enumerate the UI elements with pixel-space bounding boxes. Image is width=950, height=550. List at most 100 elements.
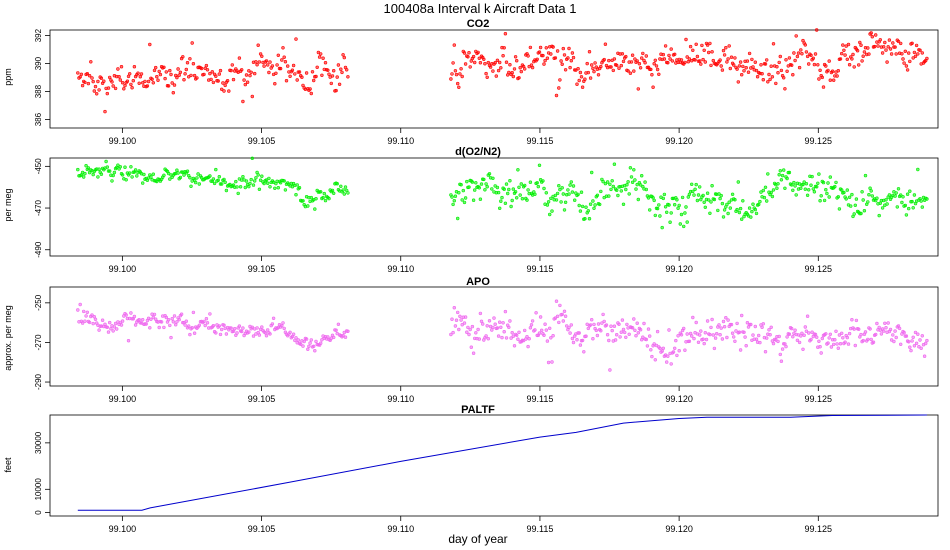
co2-data-point: [169, 72, 173, 77]
apo-data-point: [653, 358, 657, 362]
apo-data-point: [301, 344, 305, 348]
apo-data-point: [801, 347, 805, 351]
co2-data-point: [117, 74, 121, 79]
o2n2-x-tick-label: 99.125: [805, 264, 833, 274]
o2n2-x-tick-label: 99.100: [109, 264, 137, 274]
co2-data-point: [687, 57, 692, 61]
co2-data-point: [835, 74, 839, 78]
o2n2-data-point: [817, 172, 821, 176]
o2n2-data-point: [243, 185, 248, 190]
co2-data-point: [451, 61, 455, 65]
o2n2-data-point: [282, 179, 286, 183]
co2-data-point: [260, 54, 264, 58]
co2-data-point: [90, 76, 94, 80]
o2n2-data-point: [473, 188, 477, 192]
o2n2-data-point: [151, 172, 156, 176]
o2n2-data-point: [502, 187, 506, 191]
o2n2-data-point: [852, 212, 856, 216]
co2-data-point: [323, 60, 328, 65]
apo-data-point: [100, 318, 105, 322]
o2n2-data-point: [751, 202, 755, 206]
apo-data-point: [466, 325, 470, 330]
apo-data-point: [742, 330, 746, 334]
o2n2-data-point: [241, 175, 245, 179]
apo-x-tick-label: 99.110: [387, 394, 414, 404]
o2n2-data-point: [327, 196, 331, 201]
o2n2-data-point: [342, 192, 346, 196]
co2-data-point: [741, 64, 745, 69]
apo-data-point: [577, 331, 581, 335]
apo-data-point: [866, 337, 870, 342]
apo-data-point: [902, 330, 906, 335]
apo-data-point: [918, 338, 922, 342]
o2n2-data-point: [217, 175, 222, 179]
apo-data-point: [312, 344, 316, 348]
o2n2-data-point: [135, 174, 139, 178]
o2n2-data-point: [490, 187, 494, 191]
apo-data-point: [710, 317, 714, 322]
apo-data-point: [634, 334, 638, 338]
apo-data-point: [891, 333, 895, 337]
co2-data-point: [701, 57, 705, 62]
apo-data-point: [676, 334, 680, 338]
o2n2-data-point: [785, 176, 789, 181]
o2n2-data-point: [541, 179, 545, 183]
o2n2-data-point: [860, 190, 864, 194]
co2-data-point: [824, 64, 828, 68]
o2n2-x-tick-label: 99.105: [248, 264, 276, 274]
co2-data-point: [817, 77, 821, 81]
panel-paltf: PALTF feet 99.100 99.105 99.110 99.115 99.12…: [3, 404, 939, 534]
apo-data-point: [222, 323, 226, 327]
o2n2-data-point: [885, 202, 889, 206]
co2-data-point: [855, 48, 860, 53]
apo-data-point: [783, 342, 787, 346]
co2-data-point: [304, 71, 309, 75]
o2n2-data-point: [793, 184, 797, 188]
co2-data-point: [163, 76, 167, 81]
co2-data-point: [291, 63, 296, 68]
apo-data-point: [538, 315, 543, 319]
o2n2-data-point: [321, 195, 325, 200]
apo-data-point: [553, 316, 558, 320]
co2-data-point: [776, 70, 780, 75]
apo-data-point: [925, 338, 929, 343]
o2n2-data-point: [837, 207, 842, 211]
apo-data-point: [720, 337, 725, 341]
o2n2-data-point: [124, 178, 128, 182]
apo-data-point: [584, 334, 588, 338]
co2-data-point: [332, 68, 336, 73]
o2n2-data-point: [863, 173, 868, 178]
apo-data-point: [281, 321, 285, 325]
o2n2-data-point: [726, 211, 730, 216]
co2-data-point: [733, 56, 737, 60]
co2-data-point: [652, 61, 656, 66]
apo-data-point: [908, 345, 912, 349]
o2n2-data-point: [214, 167, 218, 172]
apo-data-point: [113, 321, 118, 326]
co2-data-point: [599, 64, 603, 69]
o2n2-data-point: [709, 200, 713, 204]
co2-data-point: [655, 67, 660, 72]
apo-data-point: [875, 321, 879, 326]
apo-data-point: [777, 334, 781, 339]
co2-data-point: [569, 58, 573, 63]
co2-data-point: [813, 52, 818, 56]
o2n2-data-point: [578, 209, 583, 213]
co2-data-point: [76, 71, 80, 75]
apo-data-point: [897, 326, 902, 331]
o2n2-data-point: [750, 209, 754, 214]
co2-data-point: [661, 52, 665, 57]
co2-data-point: [767, 72, 771, 77]
apo-data-point: [856, 327, 861, 331]
o2n2-data-point: [610, 179, 614, 183]
co2-data-point: [722, 53, 727, 57]
apo-data-point: [824, 332, 828, 336]
apo-data-point: [852, 327, 856, 331]
apo-data-point: [650, 354, 654, 359]
apo-data-point: [645, 344, 650, 348]
apo-data-point: [604, 323, 609, 327]
co2-data-point: [329, 81, 333, 86]
apo-data-point: [492, 316, 496, 320]
o2n2-data-point: [212, 181, 217, 186]
o2n2-data-point: [196, 172, 200, 176]
